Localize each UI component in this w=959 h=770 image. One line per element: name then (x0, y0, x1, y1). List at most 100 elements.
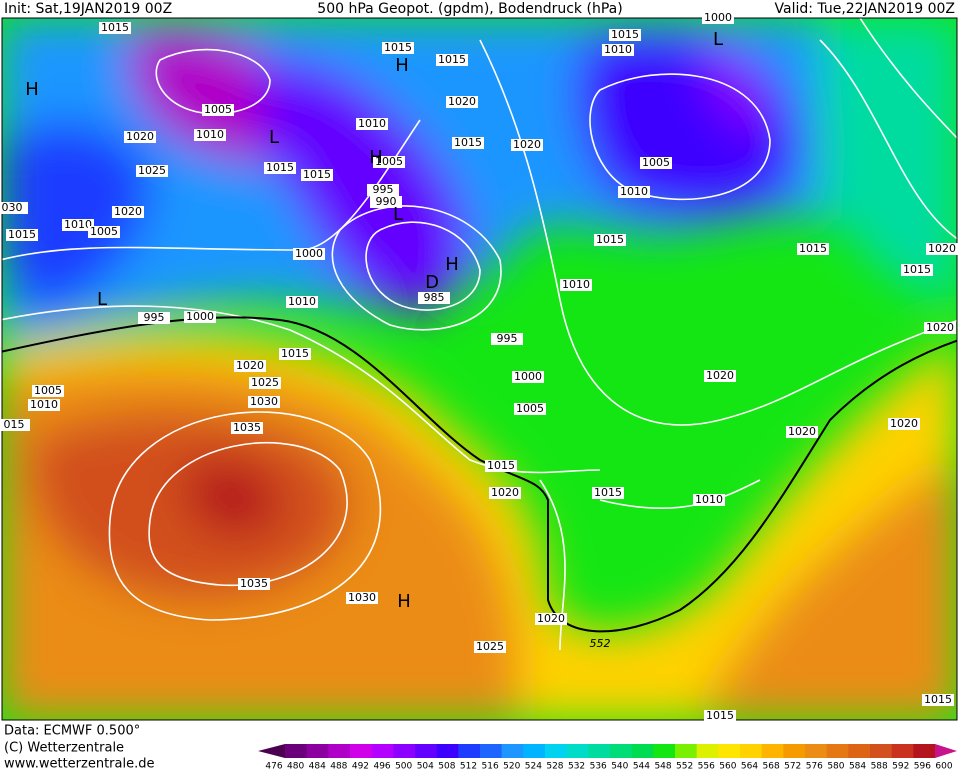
colorbar-box (675, 744, 697, 758)
isobar-label-box (436, 54, 468, 66)
pressure-center: H (25, 79, 39, 100)
colorbar-label: 592 (892, 762, 909, 770)
colorbar-label: 584 (849, 762, 866, 770)
isobar-label-box (264, 162, 296, 174)
isobar-label: 995 (373, 183, 394, 196)
pressure-center: L (393, 204, 403, 225)
isobar-label-box (0, 419, 30, 431)
isobar-label: 1020 (537, 612, 565, 625)
copyright: (C) Wetterzentrale (4, 741, 124, 756)
isobar-label-box (922, 694, 954, 706)
colorbar-box (328, 744, 351, 758)
isobar-label-box (786, 426, 818, 438)
colorbar-box (436, 744, 459, 758)
colorbar-label: 560 (719, 762, 736, 770)
colorbar-box (761, 744, 784, 758)
isobar-label-box (609, 29, 641, 41)
colorbar-label: 492 (352, 762, 369, 770)
isobar-label-box (124, 131, 156, 143)
isobar-label: 995 (497, 332, 518, 345)
isobar-label-box (489, 487, 521, 499)
colorbar-box (696, 744, 719, 758)
contour-552 (2, 316, 957, 633)
colorbar-label: 540 (611, 762, 628, 770)
isobar-label: 1010 (562, 278, 590, 291)
colorbar-label: 480 (287, 762, 304, 770)
colorbar-label: 504 (417, 762, 434, 770)
colorbar-label: 548 (654, 762, 671, 770)
colorbar-box (913, 744, 936, 758)
pressure-center: H (369, 147, 383, 168)
isobar-label: 1010 (30, 398, 58, 411)
colorbar-box (783, 744, 806, 758)
colorbar-box (848, 744, 871, 758)
isobar-label: 990 (376, 195, 397, 208)
isobar-label: 1010 (358, 117, 386, 130)
colorbar-box (523, 744, 546, 758)
isobar-label-box (234, 360, 266, 372)
isobar-label-box (452, 137, 484, 149)
colorbar-label: 484 (309, 762, 326, 770)
isobar-label-box (32, 385, 64, 397)
colorbar-box (371, 744, 394, 758)
pressure-center: L (269, 127, 279, 148)
isobar-label-box (474, 641, 506, 653)
isobar-label-box (356, 118, 388, 130)
data-source: Data: ECMWF 0.500° (4, 724, 140, 739)
colorbar-label: 496 (373, 762, 390, 770)
isobar-label: 1010 (196, 128, 224, 141)
pressure-center: D (425, 272, 439, 293)
isobar-label: 1005 (204, 103, 232, 116)
isobar-label-box (446, 96, 478, 108)
isobar-label-box (512, 371, 544, 383)
isobar-label-box (194, 129, 226, 141)
colorbar-label: 512 (460, 762, 477, 770)
colorbar-box (306, 744, 329, 758)
isobar-label-box (382, 42, 414, 54)
isobar-label: 1015 (438, 53, 466, 66)
colorbar-box (870, 744, 892, 758)
isobar-label-box (514, 403, 546, 415)
isobar-label: 1035 (233, 421, 261, 434)
colorbar-label: 596 (914, 762, 931, 770)
isobar-label-box (231, 422, 263, 434)
colorbar-box (631, 744, 654, 758)
colorbar-label: 572 (784, 762, 801, 770)
isobar-label-box (693, 494, 725, 506)
isobar-label-box (485, 460, 517, 472)
isobar-label: 1015 (706, 709, 734, 722)
isobar-label-box (346, 592, 378, 604)
colorbar-label: 580 (827, 762, 844, 770)
isobar-label: 1015 (903, 263, 931, 276)
map-frame (1, 17, 958, 721)
colorbar-label: 500 (395, 762, 412, 770)
colorbar-label: 576 (806, 762, 823, 770)
map-labels: 1015 1015 1015 1015 1010 1000 1020 1005 1010 1020… (0, 11, 958, 722)
colorbar-box (805, 744, 827, 758)
isobar-label-box (511, 139, 543, 151)
isobar-label-box (248, 396, 280, 408)
colorbar-box (891, 744, 914, 758)
colorbar-label: 532 (568, 762, 585, 770)
init-time: Init: Sat,19JAN2019 00Z (4, 1, 172, 17)
isobar-label: 1015 (8, 228, 36, 241)
colorbar-box (501, 744, 524, 758)
isobar-label: 1020 (491, 486, 519, 499)
isobar-label: 1020 (236, 359, 264, 372)
isobar-label: 1015 (101, 21, 129, 34)
isobar-label-box (286, 296, 318, 308)
isobar-label: 1005 (516, 402, 544, 415)
isobar-label-box (491, 333, 523, 345)
isobar-label: 1000 (704, 11, 732, 24)
isobar-label-box (28, 399, 60, 411)
isobar-label: 1010 (288, 295, 316, 308)
isobar-label: 1000 (295, 247, 323, 260)
isobar-label-box (560, 279, 592, 291)
isobar-label: 1020 (928, 242, 956, 255)
pressure-center: L (713, 29, 723, 50)
isobar-label: 1020 (890, 417, 918, 430)
colorbar-box (653, 744, 676, 758)
isobar-label-box (602, 44, 634, 56)
colorbar-label: 508 (438, 762, 455, 770)
colorbar-box (458, 744, 481, 758)
